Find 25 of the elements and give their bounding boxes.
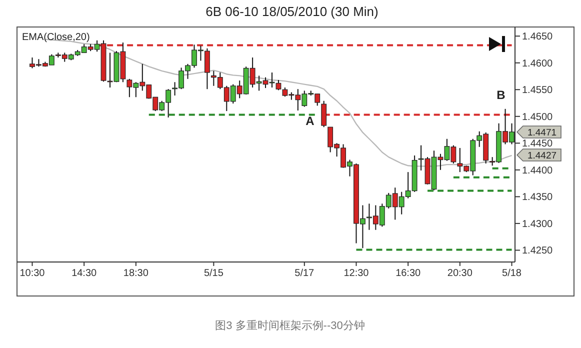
price-marker: 1.4471 <box>516 126 562 138</box>
y-tick-label: 1.4600 <box>522 58 554 70</box>
y-tick-label: 1.4300 <box>522 218 554 230</box>
y-tick-label: 1.4250 <box>522 246 554 257</box>
price-marker: 1.4427 <box>516 148 562 162</box>
caption: 图3 多重时间框架示例--30分钟 <box>215 319 365 332</box>
y-tick-label: 1.4350 <box>522 192 554 204</box>
y-tick-label: 1.4550 <box>522 85 554 96</box>
y-tick-label: 1.4400 <box>522 165 554 176</box>
x-tick-label: 5/15 <box>204 268 224 279</box>
x-tick-label: 16:30 <box>396 268 422 279</box>
x-tick-label: 18:30 <box>123 268 149 279</box>
chart-title: 6B 06-10 18/05/2010 (30 Min) <box>206 4 378 19</box>
y-tick-label: 1.4650 <box>522 32 554 43</box>
x-tick-label: 10:30 <box>20 268 46 279</box>
annotation: B <box>496 88 506 102</box>
y-tick-label: 1.4500 <box>522 112 554 123</box>
x-tick-label: 5/17 <box>294 268 315 279</box>
series-label: EMA(Close,20) <box>22 32 90 43</box>
annotation: A <box>306 114 315 128</box>
x-tick-label: 12:30 <box>344 268 370 279</box>
y-tick-label: 1.4450 <box>522 138 554 150</box>
x-tick-label: 14:30 <box>72 268 98 279</box>
x-tick-label: 5/18 <box>502 268 522 279</box>
x-tick-label: 20:30 <box>447 268 473 279</box>
